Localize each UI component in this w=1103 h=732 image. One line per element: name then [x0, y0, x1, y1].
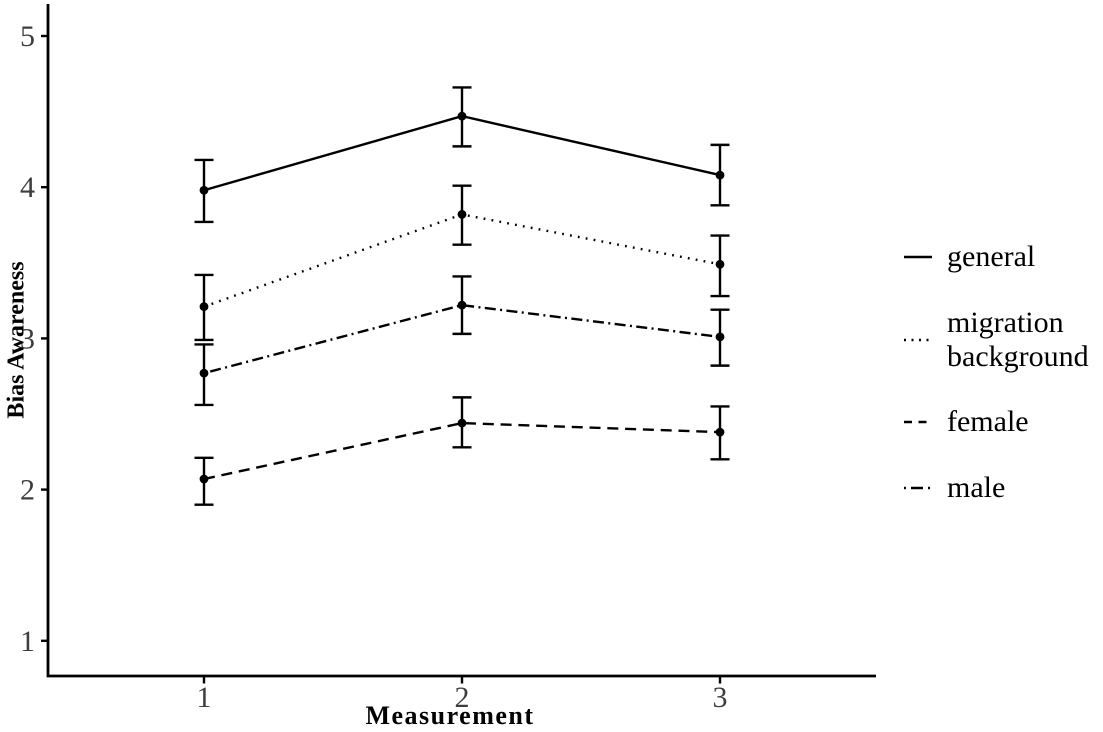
series-line	[203, 421, 721, 481]
x-tick-label: 3	[713, 681, 728, 714]
y-tick-label: 4	[20, 171, 35, 204]
axes-lines	[46, 4, 876, 678]
y-axis-title: Bias Awareness	[3, 261, 30, 419]
legend-label: female	[947, 405, 1029, 439]
x-tick-label: 1	[197, 681, 212, 714]
y-tick-label: 2	[20, 474, 35, 507]
x-axis-ticks: 1 2 3	[197, 676, 728, 714]
data-point	[457, 300, 467, 310]
legend-item-female: female	[903, 405, 1103, 439]
legend-key-line-dotted-icon	[904, 338, 932, 341]
legend-key-line-solid-icon	[904, 255, 932, 259]
data-point	[457, 210, 467, 219]
legend-label: general	[947, 240, 1036, 274]
series-line	[203, 303, 721, 375]
legend-label: migration background	[947, 306, 1089, 373]
series-migration-background	[194, 184, 730, 342]
y-tick-label: 1	[20, 625, 35, 658]
data-point	[457, 111, 467, 121]
data-point	[715, 259, 725, 269]
data-point	[199, 474, 209, 484]
series-general	[194, 86, 730, 224]
series-female	[194, 396, 730, 506]
legend-item-male: male	[903, 471, 1103, 505]
data-point	[199, 185, 209, 195]
series-male	[194, 275, 730, 407]
series-line	[203, 213, 721, 308]
data-point	[199, 368, 209, 378]
x-tick-label: 2	[455, 681, 470, 714]
y-tick-label: 5	[20, 20, 35, 53]
data-point	[715, 170, 725, 180]
legend-key-line-dashed-icon	[904, 420, 932, 424]
data-point	[199, 302, 209, 312]
legend: general migration background female male	[903, 240, 1103, 505]
legend-label: male	[947, 471, 1006, 505]
data-point	[715, 427, 725, 437]
x-axis-title: Measurement	[365, 701, 535, 730]
legend-item-general: general	[903, 240, 1103, 274]
legend-key-line-dotdash-icon	[904, 486, 932, 490]
y-tick-label: 3	[20, 322, 35, 355]
y-axis-ticks: 1 2 3 4 5	[20, 20, 48, 658]
legend-item-migration-background: migration background	[903, 306, 1103, 373]
data-point	[457, 418, 467, 428]
data-point	[715, 332, 725, 342]
